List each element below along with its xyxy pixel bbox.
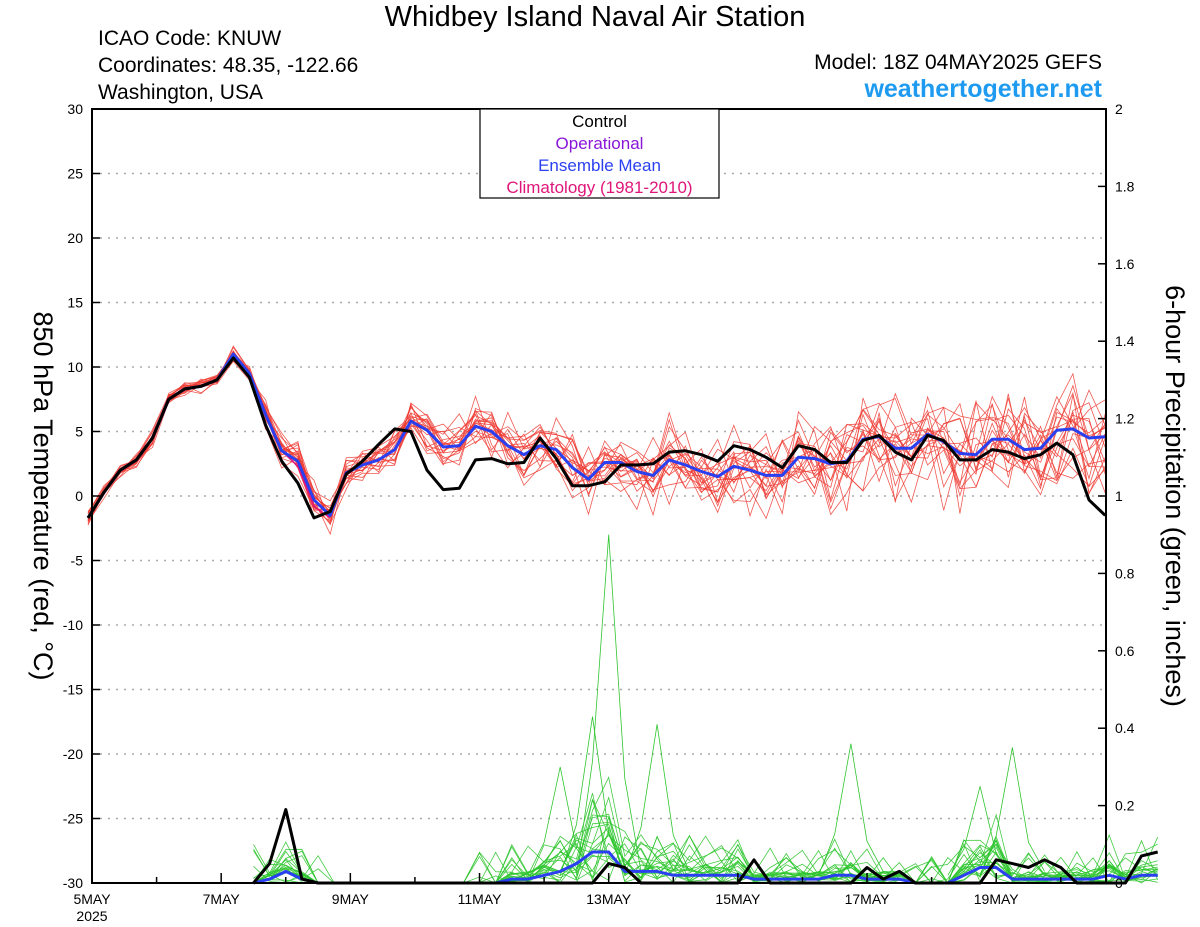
temperature-member-line <box>87 357 1106 515</box>
y-axis-label: 850 hPa Temperature (red, °C) <box>28 312 58 681</box>
y2-tick-label: 2 <box>1115 101 1123 117</box>
y-tick-label: 5 <box>75 424 83 440</box>
y2-tick-label: 1.4 <box>1115 333 1135 349</box>
y-tick-label: -30 <box>63 875 83 891</box>
y2-tick-label: 1 <box>1115 488 1123 504</box>
x-tick-label: 11MAY <box>458 891 502 907</box>
y-tick-label: -10 <box>63 617 83 633</box>
temperature-member-line <box>87 346 1106 536</box>
x-tick-label: 19MAY <box>974 891 1020 907</box>
precipitation-member-line <box>576 534 642 876</box>
y-tick-label: 0 <box>75 488 83 504</box>
x-tick-label: 17MAY <box>845 891 891 907</box>
temperature-member-line <box>87 360 1106 525</box>
y-tick-label: -20 <box>63 746 83 762</box>
y-tick-label: 25 <box>67 166 83 182</box>
temperature-member-line <box>87 350 1106 516</box>
location-region: Washington, USA <box>98 81 263 104</box>
x-tick-label: 9MAY <box>332 891 370 907</box>
x-year-label: 2025 <box>76 908 107 924</box>
brand-link[interactable]: weathertogether.net <box>864 75 1102 103</box>
x-tick-label: 13MAY <box>586 891 632 907</box>
precipitation-member-line <box>559 716 626 876</box>
temperature-member-line <box>87 352 1106 520</box>
temperature-member-line <box>87 350 1106 526</box>
temperature-member-line <box>87 345 1106 525</box>
x-tick-label: 5MAY <box>73 891 111 907</box>
model-run: Model: 18Z 04MAY2025 GEFS <box>814 51 1102 74</box>
temperature-member-line <box>87 356 1106 523</box>
x-tick-label: 15MAY <box>715 891 761 907</box>
y2-tick-label: 1.6 <box>1115 256 1135 272</box>
legend: Control Operational Ensemble Mean Climatolo… <box>479 108 720 199</box>
temperature-member-line <box>87 351 1106 521</box>
legend-entry: Ensemble Mean <box>538 156 661 175</box>
y-tick-label: -25 <box>63 811 83 827</box>
precipitation-member-line <box>979 747 1045 876</box>
coordinates: Coordinates: 48.35, -122.66 <box>98 54 359 77</box>
y2-tick-label: 0.4 <box>1115 720 1135 736</box>
y2-tick-label: 0.2 <box>1115 798 1135 814</box>
control-precipitation-line <box>252 808 1159 885</box>
y2-axis-label: 6-hour Precipitation (green, inches) <box>1160 285 1190 707</box>
legend-entry: Climatology (1981-2010) <box>506 178 692 197</box>
y-tick-label: 30 <box>67 101 83 117</box>
precipitation-member-line <box>527 766 593 876</box>
temperature-member-line <box>87 360 1106 519</box>
ensemble-members <box>87 345 1159 884</box>
temperature-member-line <box>87 355 1106 518</box>
legend-entry: Operational <box>556 134 644 153</box>
chart-title: Whidbey Island Naval Air Station <box>384 1 806 33</box>
control-temperature-line <box>86 356 1107 520</box>
y-tick-label: 10 <box>67 359 83 375</box>
y-tick-label: 20 <box>67 230 83 246</box>
temperature-member-line <box>87 351 1106 526</box>
grid-lines <box>92 172 1106 820</box>
x-tick-label: 7MAY <box>203 891 241 907</box>
y2-tick-label: 1.8 <box>1115 178 1135 194</box>
temperature-member-line <box>87 356 1106 516</box>
y-tick-label: -15 <box>63 682 83 698</box>
icao-code: ICAO Code: KNUW <box>98 27 282 50</box>
series-lines <box>86 352 1159 885</box>
y2-tick-label: 1.2 <box>1115 411 1135 427</box>
temperature-member-line <box>87 360 1106 519</box>
y2-tick-label: 0.6 <box>1115 643 1135 659</box>
precipitation-member-line <box>624 724 690 876</box>
y2-tick-label: 0 <box>1115 875 1123 891</box>
precipitation-member-line <box>818 743 884 876</box>
y-tick-label: 15 <box>67 295 83 311</box>
legend-entry: Control <box>572 112 627 131</box>
ensemble-mean-temperature-line <box>86 352 1106 519</box>
y-tick-label: -5 <box>71 553 84 569</box>
axis-ticks: 302520151050-5-10-15-20-25-3021.81.61.41… <box>63 101 1135 924</box>
legend-box <box>479 108 720 199</box>
y2-tick-label: 0.8 <box>1115 565 1135 581</box>
